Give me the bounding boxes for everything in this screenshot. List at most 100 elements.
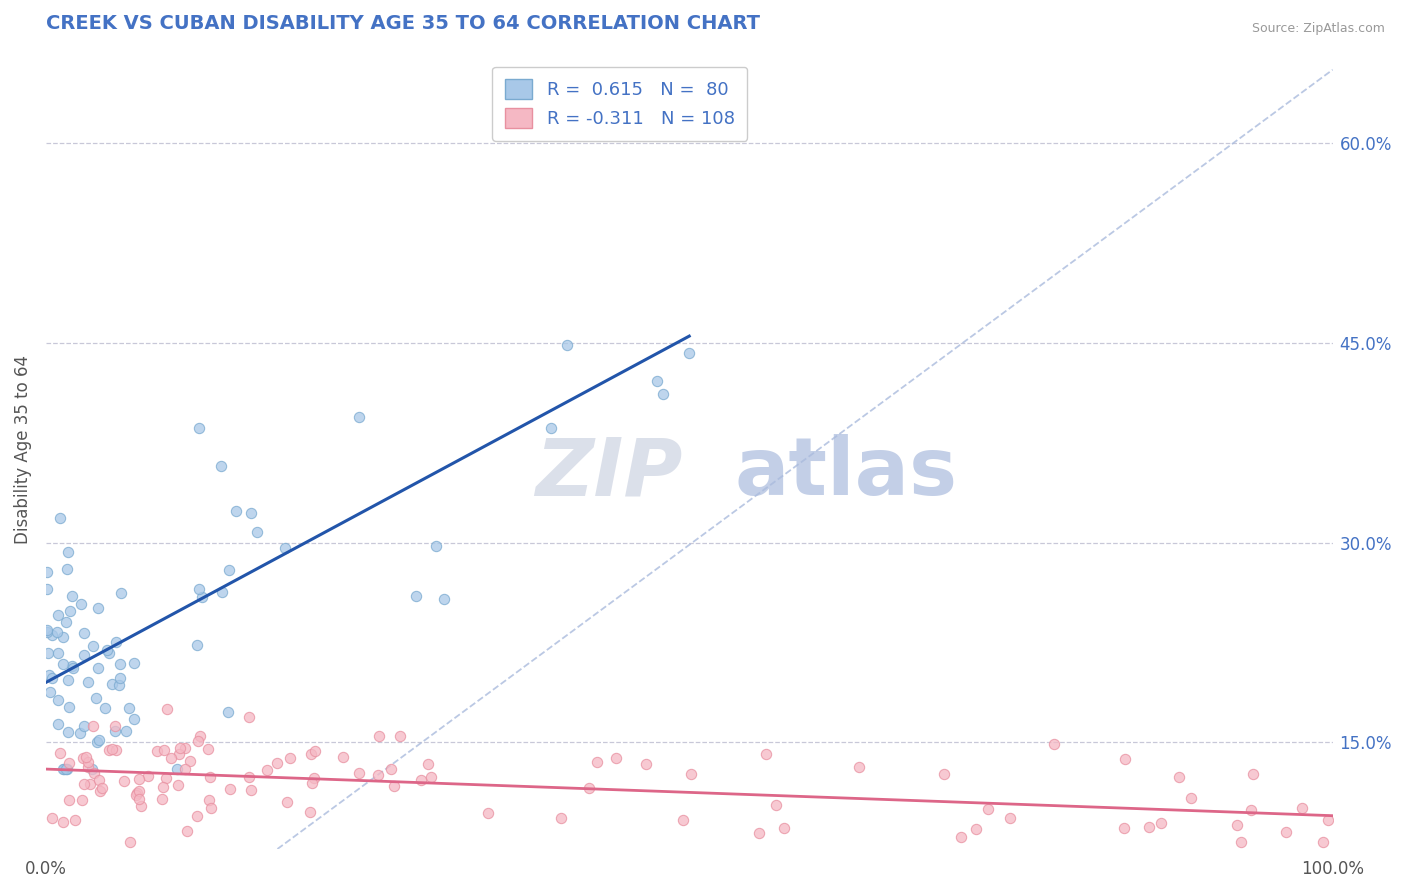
Point <box>280 750 302 764</box>
Point <box>104 743 127 757</box>
Point <box>217 705 239 719</box>
Point <box>555 338 578 352</box>
Point <box>672 814 695 828</box>
Point <box>37 566 59 580</box>
Point <box>49 511 72 525</box>
Point <box>299 747 322 761</box>
Point <box>82 719 104 733</box>
Point <box>91 781 114 796</box>
Point <box>679 766 702 780</box>
Point <box>56 725 79 739</box>
Text: Source: ZipAtlas.com: Source: ZipAtlas.com <box>1251 22 1385 36</box>
Point <box>190 591 212 605</box>
Point <box>52 762 75 776</box>
Point <box>1241 767 1264 781</box>
Point <box>118 701 141 715</box>
Point <box>678 346 700 360</box>
Point <box>848 760 870 774</box>
Point <box>104 719 127 733</box>
Point <box>998 811 1021 825</box>
Point <box>108 671 131 685</box>
Point <box>174 762 197 776</box>
Point <box>1114 752 1136 766</box>
Point <box>87 733 110 747</box>
Point <box>70 597 93 611</box>
Point <box>1043 737 1066 751</box>
Point <box>84 691 107 706</box>
Point <box>52 815 75 830</box>
Point <box>425 539 447 553</box>
Point <box>349 766 371 780</box>
Point <box>60 658 83 673</box>
Point <box>125 788 148 802</box>
Point <box>94 700 117 714</box>
Y-axis label: Disability Age 35 to 64: Disability Age 35 to 64 <box>14 355 32 544</box>
Point <box>1291 801 1313 815</box>
Point <box>198 793 221 807</box>
Point <box>240 507 263 521</box>
Point <box>1180 790 1202 805</box>
Point <box>108 657 131 671</box>
Point <box>101 677 124 691</box>
Point <box>1240 803 1263 817</box>
Point <box>98 646 121 660</box>
Point <box>104 723 127 738</box>
Point <box>150 792 173 806</box>
Point <box>218 563 240 577</box>
Point <box>1312 835 1334 849</box>
Point <box>96 643 118 657</box>
Point <box>1150 816 1173 830</box>
Point <box>77 760 100 774</box>
Point <box>1137 820 1160 834</box>
Point <box>52 630 75 644</box>
Point <box>52 762 75 776</box>
Point <box>433 592 456 607</box>
Point <box>46 607 69 622</box>
Point <box>388 729 411 743</box>
Point <box>225 504 247 518</box>
Point <box>41 628 63 642</box>
Point <box>82 639 104 653</box>
Point <box>166 778 188 792</box>
Point <box>301 776 323 790</box>
Point <box>58 793 80 807</box>
Point <box>46 692 69 706</box>
Point <box>62 589 84 603</box>
Point <box>62 661 84 675</box>
Point <box>276 795 298 809</box>
Point <box>166 762 188 776</box>
Point <box>200 801 222 815</box>
Point <box>59 604 82 618</box>
Point <box>56 545 79 559</box>
Point <box>219 782 242 797</box>
Point <box>73 648 96 662</box>
Point <box>274 541 297 555</box>
Point <box>578 780 600 795</box>
Point <box>73 626 96 640</box>
Point <box>73 777 96 791</box>
Point <box>83 765 105 780</box>
Point <box>651 386 673 401</box>
Point <box>115 723 138 738</box>
Point <box>46 717 69 731</box>
Point <box>49 746 72 760</box>
Point <box>114 774 136 789</box>
Text: atlas: atlas <box>734 434 957 512</box>
Point <box>755 747 778 761</box>
Point <box>773 822 796 836</box>
Point <box>58 673 80 688</box>
Point <box>188 582 211 596</box>
Point <box>238 710 260 724</box>
Point <box>128 792 150 806</box>
Point <box>55 762 77 776</box>
Point <box>46 624 69 639</box>
Point <box>89 784 111 798</box>
Point <box>77 675 100 690</box>
Point <box>950 830 973 844</box>
Point <box>77 755 100 769</box>
Point <box>187 421 209 435</box>
Point <box>65 813 87 827</box>
Point <box>87 773 110 788</box>
Point <box>39 685 62 699</box>
Point <box>174 741 197 756</box>
